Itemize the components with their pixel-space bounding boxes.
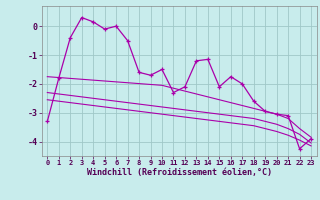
X-axis label: Windchill (Refroidissement éolien,°C): Windchill (Refroidissement éolien,°C) xyxy=(87,168,272,177)
